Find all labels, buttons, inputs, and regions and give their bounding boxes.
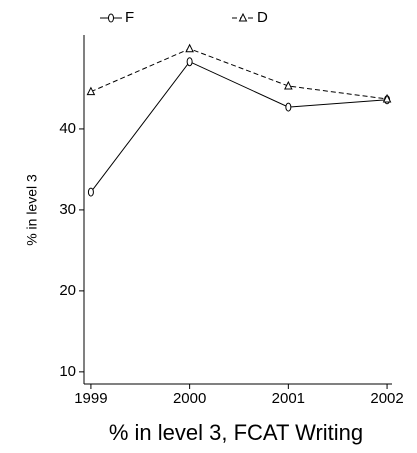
marker	[186, 57, 193, 67]
marker	[382, 93, 392, 103]
chart-title: % in level 3, FCAT Writing	[109, 420, 363, 445]
y-tick-label: 20	[59, 282, 76, 299]
marker	[108, 13, 114, 23]
x-tick-label: 1999	[74, 390, 107, 407]
legend-label: F	[125, 9, 134, 26]
y-tick-label: 40	[59, 120, 76, 137]
series-line	[90, 48, 388, 100]
y-axis-label: % in level 3	[24, 174, 40, 246]
x-tick-label: 2001	[272, 390, 305, 407]
marker	[185, 43, 194, 53]
marker	[86, 86, 96, 96]
marker	[87, 187, 94, 197]
y-tick-label: 30	[59, 201, 76, 218]
marker	[284, 80, 293, 90]
x-tick-label: 2000	[173, 390, 206, 407]
marker	[238, 12, 248, 22]
x-tick-label: 2002	[370, 390, 403, 407]
marker	[285, 102, 292, 112]
legend-label: D	[257, 9, 268, 26]
series-line	[90, 61, 388, 193]
y-tick-label: 10	[59, 363, 76, 380]
